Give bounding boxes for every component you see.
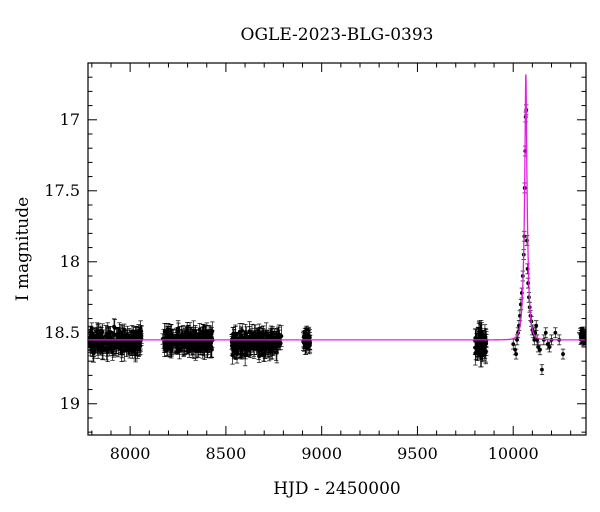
plot-area [88,74,586,376]
axis-ticks [88,62,586,435]
event-point [513,347,518,352]
season-0-point [133,343,137,348]
event-point [553,330,558,335]
event-point [543,330,548,335]
season-4-point [483,350,488,355]
season-1-point [178,341,183,346]
y-tick-label: 17.5 [44,181,80,200]
event-point [534,323,539,328]
event-point [532,337,537,342]
season-0-point [112,324,116,329]
season-0-point [122,328,127,332]
y-tick-label: 18.5 [44,323,80,342]
event-point [511,342,516,347]
season-0-point [118,346,123,351]
x-tick-label: 8500 [206,444,247,463]
y-axis-label: I magnitude [13,197,33,301]
event-point [515,337,519,342]
y-tick-label: 17 [60,110,80,129]
season-2-point [247,343,252,348]
season-4-point [479,340,484,345]
event-point [540,367,544,372]
event-point [547,345,552,349]
y-tick-labels: 17 17.5 18 18.5 19 [44,110,80,413]
season-1-point [188,332,193,337]
season-1-point [202,329,206,334]
season-1-point [200,345,205,349]
season-5-point [583,336,586,340]
season-2-point [241,340,245,345]
season-0-point [96,331,101,335]
season-2-point [232,343,236,347]
season-3-point [305,339,310,344]
model-curve [88,74,586,341]
season-0-point [100,330,105,334]
season-2-point [254,343,259,347]
plot-frame [87,62,587,436]
plot-inner [88,74,586,376]
chart-title: OGLE-2023-BLG-0393 [241,25,434,45]
event-point [545,342,550,347]
x-tick-label: 10000 [488,444,539,463]
season-1-point [207,342,212,347]
season-2-point [268,342,273,347]
event-point [538,347,542,352]
season-4-point [479,356,484,361]
season-3-point [306,335,311,340]
y-tick-label: 19 [60,394,80,413]
season-0-point [117,340,122,345]
season-5-point [579,333,583,337]
x-tick-labels: 8000 8500 9000 9500 10000 [110,444,539,463]
season-4-point [474,340,479,345]
season-1-point [176,328,181,333]
event-point [514,352,518,356]
season-0-point [101,340,106,345]
season-2-point [274,350,279,355]
season-0-point [107,341,112,346]
season-2-point [247,330,252,335]
season-0-point [121,339,125,344]
event-point [561,352,565,356]
data-points [88,104,586,376]
season-1-point [196,345,201,349]
season-1-point [168,333,173,337]
x-tick-label: 9000 [301,444,342,463]
season-0-point [96,347,100,352]
season-0-point [118,334,123,339]
season-0-point [129,341,133,346]
season-2-point [253,331,258,336]
y-tick-label: 18 [60,252,80,271]
season-2-point [277,339,282,344]
season-0-point [130,329,135,334]
event-point [536,345,541,349]
season-2-point [260,346,265,350]
season-2-point [229,340,234,344]
season-4-point [483,335,488,340]
x-tick-label: 9500 [397,444,438,463]
season-0-point [105,331,110,336]
x-axis-label: HJD - 2450000 [273,479,401,499]
season-2-point [263,341,268,346]
season-2-point [257,354,262,359]
season-2-point [234,349,239,354]
x-tick-label: 8000 [110,444,151,463]
season-0-point [94,335,98,339]
